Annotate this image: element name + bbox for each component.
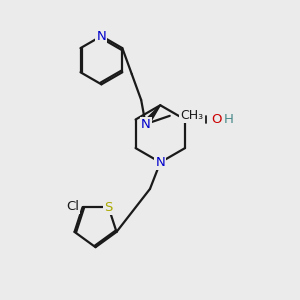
- Text: Cl: Cl: [66, 200, 79, 213]
- Text: O: O: [211, 113, 222, 126]
- Text: N: N: [97, 29, 106, 43]
- Text: N: N: [141, 118, 151, 130]
- Text: CH₃: CH₃: [180, 109, 203, 122]
- Text: S: S: [104, 201, 113, 214]
- Text: H: H: [224, 113, 233, 126]
- Text: N: N: [155, 156, 165, 169]
- Polygon shape: [143, 105, 160, 126]
